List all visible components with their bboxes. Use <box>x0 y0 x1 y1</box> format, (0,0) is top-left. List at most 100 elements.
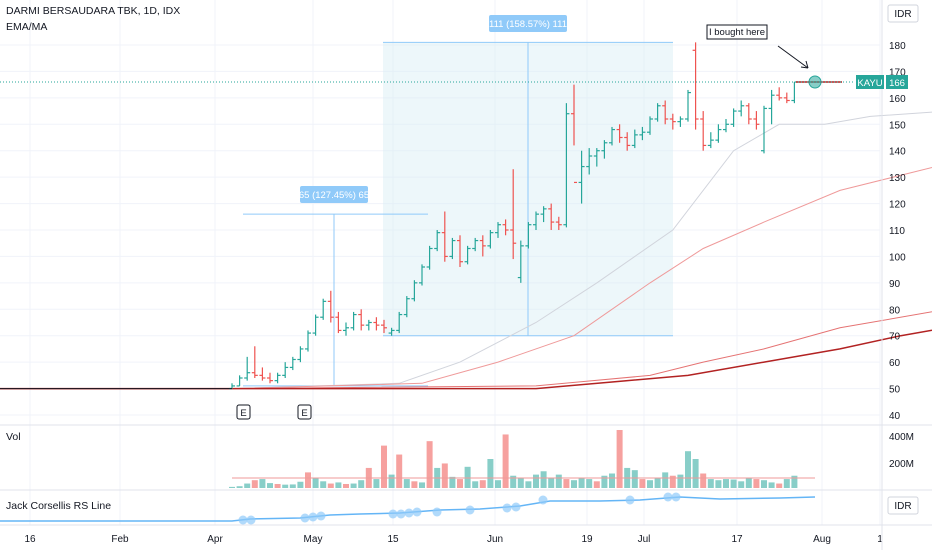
volume-bar-37 <box>510 475 517 488</box>
price-bar-49 <box>601 140 608 159</box>
volume-bar-60 <box>685 451 691 488</box>
volume-bar-8 <box>289 484 296 488</box>
rs-new-high-dot-12 <box>511 502 521 512</box>
price-bar-46 <box>578 150 585 204</box>
price-bar-6 <box>274 372 281 384</box>
volume-bar-71 <box>768 482 775 488</box>
volume-bar-22 <box>396 454 403 488</box>
rs-new-high-dot-5 <box>388 509 398 519</box>
price-bar-55 <box>647 116 653 135</box>
volume-tick-400m: 400M <box>889 432 914 443</box>
volume-bar-39 <box>525 481 532 488</box>
rs-new-high-dot-9 <box>432 507 442 517</box>
price-bar-74 <box>791 81 798 104</box>
price-bar-52 <box>624 132 631 151</box>
price-bar-68 <box>745 103 752 125</box>
measure-1-label: 65 (127.45%) 65 <box>299 190 369 201</box>
price-tag-value-box <box>886 75 908 89</box>
volume-bar-15 <box>343 483 349 488</box>
volume-bar-20 <box>381 445 387 488</box>
price-bar-19 <box>373 317 380 331</box>
price-bar-43 <box>555 216 562 230</box>
rs-pane-label: Jack Corsellis RS Line <box>6 500 111 512</box>
volume-bar-51 <box>616 430 623 488</box>
annotation-arrow <box>777 45 809 69</box>
x-tick-label-10: 1 <box>877 534 883 545</box>
price-bar-73 <box>783 92 790 104</box>
volume-bar-48 <box>593 481 600 488</box>
price-bar-48 <box>593 148 600 167</box>
volume-bar-7 <box>282 484 289 488</box>
price-bar-38 <box>517 240 524 283</box>
ema-fast-line <box>0 166 932 390</box>
earnings-marker-1[interactable] <box>236 404 251 420</box>
currency-badge[interactable] <box>887 4 919 23</box>
price-bar-51 <box>616 124 623 143</box>
price-bar-2 <box>244 356 251 381</box>
price-bar-11 <box>312 314 319 336</box>
price-bar-18 <box>365 319 372 331</box>
y-tick-label-110: 110 <box>889 226 905 237</box>
grid-lines <box>0 0 881 525</box>
annotation-text: I bought here <box>709 27 765 38</box>
volume-bar-32 <box>472 481 479 488</box>
price-bar-27 <box>434 230 441 252</box>
volume-bar-49 <box>601 475 608 488</box>
price-bar-1 <box>236 375 243 387</box>
volume-bar-56 <box>654 477 661 488</box>
price-bar-50 <box>609 126 615 146</box>
price-bar-57 <box>662 100 669 125</box>
x-tick-label-2: Apr <box>207 534 223 545</box>
volume-bar-31 <box>464 466 471 488</box>
y-tick-label-70: 70 <box>889 332 901 343</box>
entry-marker[interactable] <box>808 75 822 89</box>
earnings-marker-1-text: E <box>240 408 246 419</box>
price-bar-23 <box>403 296 410 318</box>
price-bar-0 <box>229 383 235 390</box>
price-bar-29 <box>449 237 456 260</box>
volume-bar-70 <box>761 480 767 488</box>
price-bar-3 <box>251 346 258 378</box>
y-tick-label-140: 140 <box>889 147 906 158</box>
price-bar-44 <box>563 103 570 228</box>
price-bar-21 <box>388 327 395 336</box>
rs-new-high-dot-16 <box>671 492 681 502</box>
x-tick-label-8: 17 <box>731 534 743 545</box>
price-bar-45 <box>571 84 577 184</box>
volume-bar-14 <box>335 482 342 488</box>
x-tick-label-6: 19 <box>581 534 593 545</box>
annotation-box[interactable] <box>706 24 768 40</box>
volume-bar-63 <box>707 479 714 488</box>
x-tick-label-5: Jun <box>487 534 503 545</box>
volume-bar-50 <box>609 473 615 488</box>
price-bar-59 <box>677 116 684 127</box>
price-bar-69 <box>753 111 760 130</box>
rs-new-high-dot-11 <box>502 503 512 513</box>
volume-bar-29 <box>449 476 456 488</box>
currency-badge-text: IDR <box>894 9 911 20</box>
volume-bar-47 <box>586 479 593 488</box>
x-tick-label-9: Aug <box>813 534 831 545</box>
volume-bar-3 <box>251 480 258 488</box>
ma-light-line <box>0 111 932 390</box>
volume-bar-46 <box>578 477 585 488</box>
volume-bar-57 <box>662 472 669 488</box>
volume-bar-67 <box>738 481 745 488</box>
price-bar-62 <box>700 111 707 151</box>
volume-bar-41 <box>540 471 547 488</box>
price-bar-35 <box>495 222 501 238</box>
volume-bar-66 <box>730 479 737 488</box>
volume-bar-38 <box>517 477 524 488</box>
earnings-marker-2[interactable] <box>297 404 312 420</box>
price-bar-32 <box>472 237 479 252</box>
volume-bar-74 <box>791 475 798 488</box>
y-tick-label-90: 90 <box>889 279 901 290</box>
measure-2-label-box <box>489 15 567 32</box>
volume-bars <box>229 430 815 488</box>
price-tag-symbol: KAYU <box>857 78 882 89</box>
price-bar-22 <box>396 311 403 334</box>
volume-bar-28 <box>441 463 448 488</box>
rs-currency-badge[interactable] <box>887 496 919 515</box>
volume-bar-30 <box>457 479 463 488</box>
